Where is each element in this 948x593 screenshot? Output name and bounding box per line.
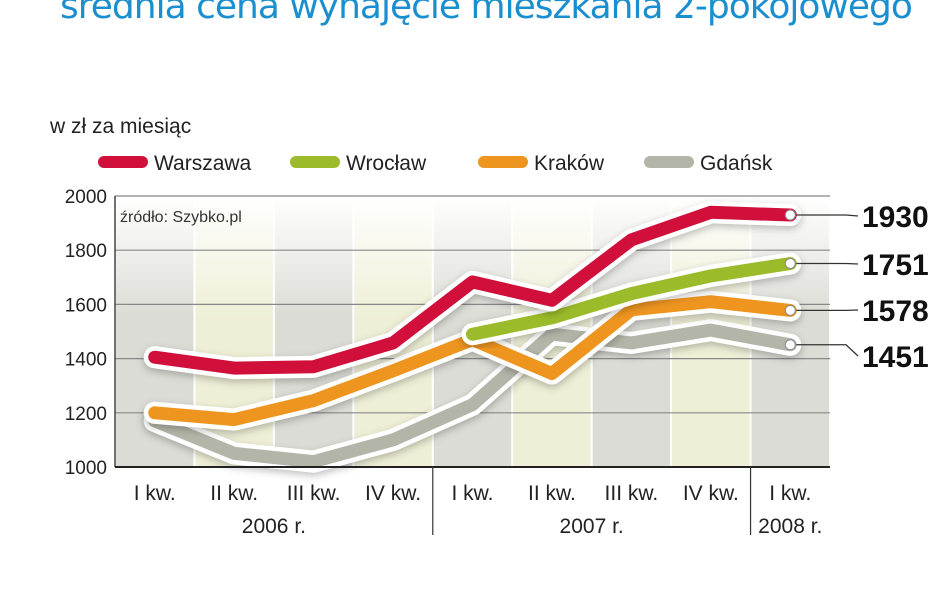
y-tick-label: 1600	[65, 295, 107, 316]
legend-label: Wrocław	[346, 152, 427, 175]
leader-line	[796, 262, 859, 265]
year-label: 2006 r.	[242, 515, 306, 538]
x-tick-label: II kw.	[528, 482, 576, 505]
series-line-Gdańsk	[148, 323, 797, 469]
year-label: 2008 r.	[758, 515, 822, 538]
chart-title: średnia cena wynajęcie mieszkania 2-poko…	[60, 0, 913, 27]
endpoint-marker	[784, 339, 796, 351]
leader-line	[796, 344, 859, 357]
y-tick-label: 1400	[65, 350, 107, 371]
x-tick-label: II kw.	[210, 482, 258, 505]
series-line-Warszawa	[148, 205, 797, 375]
x-tick-label: IV kw.	[365, 482, 421, 505]
end-value-label: 1451	[862, 341, 929, 374]
endpoint-marker	[784, 257, 796, 269]
x-tick-label: III kw.	[287, 482, 341, 505]
x-tick-label: I kw.	[451, 482, 493, 505]
y-axis-label: w zł za miesiąc	[49, 115, 191, 138]
source-note: źródło: Szybko.pl	[120, 209, 242, 226]
end-value-label: 1578	[862, 295, 929, 328]
end-value-label: 1930	[862, 201, 929, 234]
legend-label: Kraków	[534, 152, 605, 175]
legend-label: Gdańsk	[700, 152, 773, 175]
series-line-Wrocław	[466, 257, 797, 341]
x-tick-label: IV kw.	[683, 482, 739, 505]
year-label: 2007 r.	[560, 515, 624, 538]
legend-label: Warszawa	[154, 152, 252, 175]
end-value-label: 1751	[862, 249, 929, 282]
x-tick-label: I kw.	[134, 482, 176, 505]
leader-line	[796, 214, 859, 217]
x-tick-label: I kw.	[769, 482, 811, 505]
y-tick-label: 1000	[65, 458, 107, 479]
y-tick-label: 1200	[65, 404, 107, 425]
y-tick-label: 1800	[65, 241, 107, 262]
x-tick-label: III kw.	[605, 482, 659, 505]
y-tick-label: 2000	[65, 187, 107, 208]
endpoint-marker	[784, 209, 796, 221]
endpoint-marker	[784, 304, 796, 316]
